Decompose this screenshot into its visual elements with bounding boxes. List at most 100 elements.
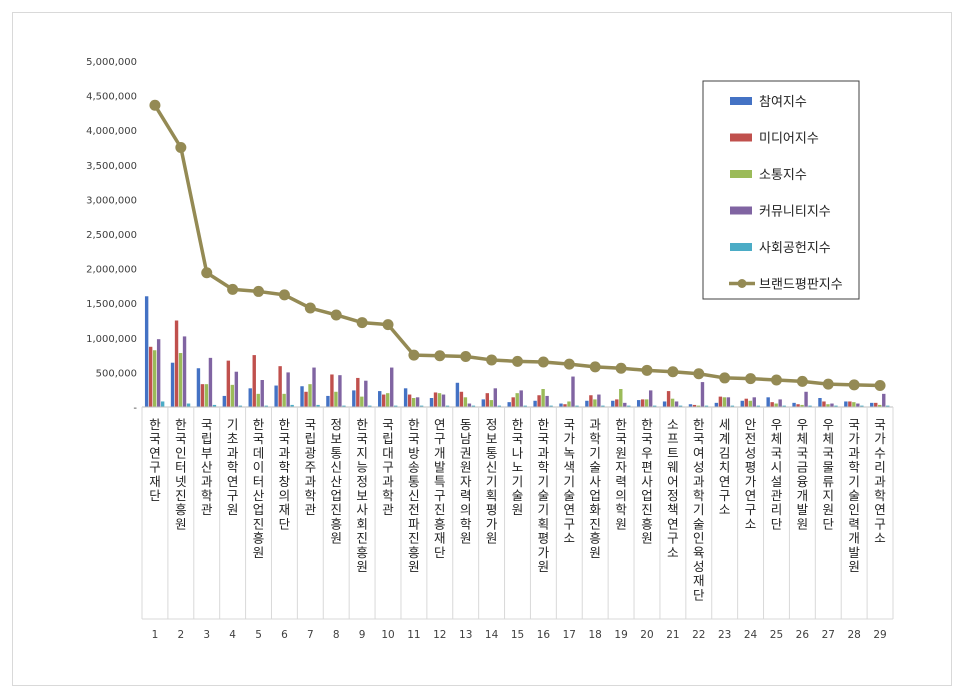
bar (433, 392, 438, 407)
x-tick-label-char: 소 (745, 516, 757, 531)
bar (148, 346, 153, 407)
x-tick-label-char: 개 (434, 445, 446, 460)
x-tick-label-char: 송 (408, 460, 420, 475)
bar (519, 390, 523, 407)
line-point (486, 354, 498, 366)
x-tick-label-char: 단 (771, 516, 783, 531)
legend-swatch (730, 206, 752, 215)
y-tick-label: 1,000,000 (86, 334, 137, 345)
bar (844, 401, 848, 407)
bar (419, 405, 424, 407)
x-tick-label-char: 정 (356, 474, 368, 489)
x-rank-label: 21 (666, 629, 679, 641)
x-tick-label-char: 산 (330, 474, 342, 489)
x-tick-label-char: 사 (589, 474, 601, 489)
x-rank-label: 19 (614, 629, 627, 641)
x-tick-label-char: 원 (615, 445, 627, 460)
x-tick-label-char: 구 (564, 516, 576, 531)
x-tick-label-char: 주 (305, 460, 317, 475)
x-tick-label-char: 통 (330, 445, 342, 460)
x-tick-label-char: 흥 (356, 545, 368, 560)
line-point (201, 267, 213, 279)
bar (718, 396, 723, 407)
bar (390, 367, 394, 407)
x-tick-label-char: 기 (538, 502, 550, 517)
x-tick-label-char: 방 (408, 445, 420, 460)
x-tick-label-char: 술 (589, 460, 601, 475)
bar (330, 374, 334, 407)
bar (756, 405, 760, 407)
x-rank-label: 10 (381, 629, 394, 641)
x-tick-label-char: 보 (356, 488, 368, 503)
x-rank-label: 4 (229, 629, 236, 641)
x-tick-label-char: 국 (175, 431, 187, 446)
x-tick-label-char: 가 (564, 431, 576, 446)
legend-swatch (730, 170, 752, 178)
bar (364, 380, 368, 407)
bar (459, 391, 464, 407)
bar (662, 401, 667, 407)
bar (212, 404, 217, 407)
bar (523, 405, 527, 407)
bar (489, 400, 494, 407)
bar (471, 405, 476, 407)
line-point (822, 378, 834, 390)
x-tick-label-char: 나 (512, 445, 524, 460)
bar (623, 402, 627, 407)
x-tick-label-char: 권 (460, 445, 472, 460)
bar (144, 296, 149, 407)
x-rank-label: 9 (359, 629, 366, 641)
bar (627, 405, 631, 407)
x-tick-label-char: 원 (253, 545, 265, 560)
bar (204, 384, 209, 407)
bar (848, 401, 852, 407)
bar (792, 402, 796, 407)
bar (648, 390, 653, 407)
bar (593, 399, 597, 407)
x-tick-label-char: 소 (667, 417, 679, 432)
bar (260, 380, 264, 407)
x-tick-label-char: 획 (486, 488, 498, 503)
line-point (227, 283, 239, 295)
x-tick-label-char: 연 (874, 502, 886, 517)
line-point (175, 142, 187, 153)
x-tick-label-char: 평 (538, 531, 550, 546)
x-tick-label-char: 발 (434, 460, 446, 475)
x-tick-label-char: 구 (719, 488, 731, 503)
bar (666, 391, 671, 407)
x-tick-label-char: 사 (356, 502, 368, 517)
bar (326, 395, 330, 407)
x-rank-label: 20 (640, 629, 653, 641)
x-rank-label: 15 (511, 629, 524, 641)
x-rank-label: 25 (770, 629, 783, 641)
x-tick-label-char: 국 (564, 417, 576, 432)
x-tick-label-char: 육 (693, 545, 705, 560)
bar (826, 404, 830, 407)
legend-label: 참여지수 (759, 95, 807, 110)
x-tick-label-char: 정 (667, 488, 679, 503)
x-tick-label-char: 재 (279, 502, 291, 517)
bar (808, 405, 812, 407)
x-tick-label-char: 우 (641, 445, 653, 460)
x-tick-label-char: 립 (382, 431, 394, 446)
bar (830, 403, 834, 407)
x-tick-label-char: 세 (719, 417, 731, 432)
x-tick-label-char: 웨 (667, 460, 679, 475)
bar (238, 405, 243, 407)
y-tick-label: - (133, 403, 137, 414)
bar (644, 399, 649, 407)
bar (700, 382, 705, 407)
bar (160, 401, 165, 407)
x-tick-label-char: 한 (175, 417, 187, 432)
x-tick-label-char: 진 (356, 531, 368, 546)
bar (511, 397, 515, 407)
bar (290, 404, 294, 407)
x-tick-label-char: 과 (538, 445, 550, 460)
x-rank-label: 1 (152, 629, 159, 641)
x-tick-label-char: 한 (641, 417, 653, 432)
bar (692, 404, 697, 407)
x-tick-label-char: 흥 (175, 502, 187, 517)
bar (571, 376, 575, 407)
x-tick-label-char: 개 (848, 531, 860, 546)
